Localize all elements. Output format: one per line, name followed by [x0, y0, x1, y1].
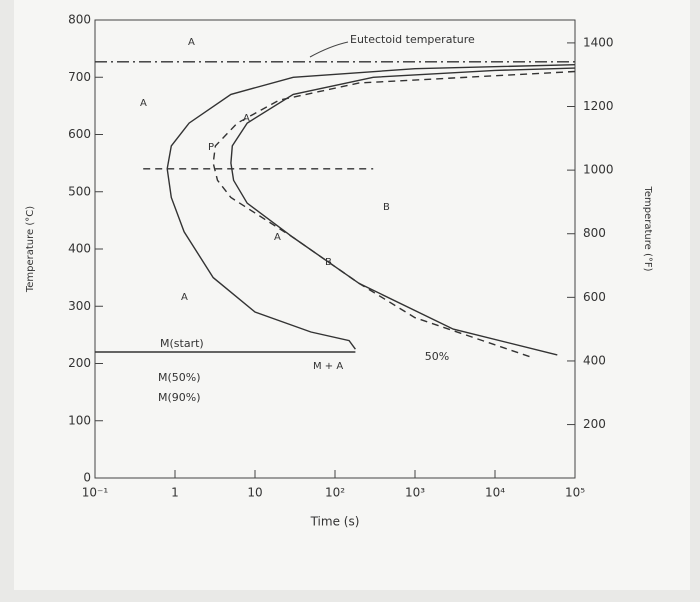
y2-tick-label: 1200 — [583, 99, 614, 113]
annotation: M(90%) — [158, 391, 201, 404]
paper — [14, 0, 690, 590]
x-tick-label: 10³ — [405, 486, 425, 500]
x-tick-label: 1 — [171, 486, 179, 500]
annotation: A — [188, 37, 195, 48]
curve — [230, 67, 576, 356]
y-tick-label: 800 — [68, 13, 91, 27]
y-tick-label: 100 — [68, 413, 91, 427]
annotation-leader — [309, 41, 349, 58]
y-axis-label: Temperature (°C) — [25, 206, 36, 293]
y-tick-label: 500 — [68, 184, 91, 198]
y-tick-label: 600 — [68, 127, 91, 141]
x-tick-label: 10 — [247, 486, 262, 500]
annotation: M(start) — [160, 337, 204, 350]
x-tick-label: 10⁻¹ — [82, 486, 109, 500]
y2-axis-label: Temperature (°F) — [642, 185, 653, 271]
annotation: B — [325, 257, 332, 268]
y2-tick-label: 800 — [583, 226, 606, 240]
annotation: A — [243, 113, 250, 124]
y-tick-label: 300 — [68, 299, 91, 313]
x-axis-label: Time (s) — [310, 515, 360, 529]
curve — [166, 64, 576, 350]
y2-tick-label: 1400 — [583, 35, 614, 49]
y-tick-label: 200 — [68, 356, 91, 370]
annotation: A — [181, 292, 188, 303]
x-tick-label: 10⁴ — [485, 486, 505, 500]
y2-tick-label: 1000 — [583, 163, 614, 177]
annotation: M + A — [313, 361, 343, 372]
x-tick-label: 10² — [325, 486, 345, 500]
annotation: B — [383, 202, 390, 213]
x-tick-label: 10⁵ — [565, 486, 585, 500]
y2-tick-label: 600 — [583, 290, 606, 304]
y2-tick-label: 400 — [583, 353, 606, 367]
annotation: M(50%) — [158, 371, 201, 384]
annotation: P — [208, 142, 214, 153]
y-tick-label: 700 — [68, 70, 91, 84]
annotation: A — [274, 232, 281, 243]
y-tick-label: 400 — [68, 242, 91, 256]
annotation: Eutectoid temperature — [350, 33, 475, 46]
y2-tick-label: 200 — [583, 417, 606, 431]
series-label: 50% — [425, 350, 449, 363]
annotation: A — [140, 98, 147, 109]
y-tick-label: 0 — [83, 471, 91, 485]
